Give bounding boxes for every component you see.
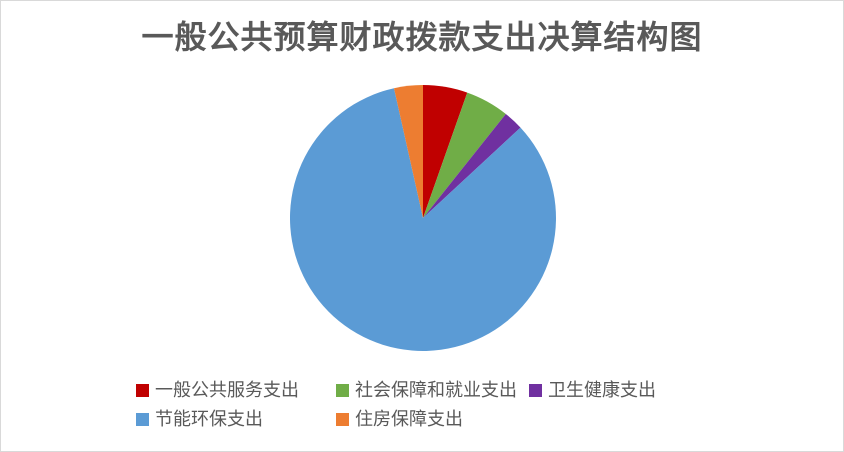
pie-chart [290,85,556,351]
legend-label: 一般公共服务支出 [155,380,299,400]
legend-swatch-icon [136,412,149,426]
legend-item: 社会保障和就业支出 [336,380,529,400]
chart-title: 一般公共预算财政拨款支出决算结构图 [141,19,703,55]
legend-label: 社会保障和就业支出 [355,380,517,400]
legend-item: 卫生健康支出 [529,380,656,400]
pie-slice-0 [423,85,468,218]
chart-legend: 一般公共服务支出 社会保障和就业支出 卫生健康支出 节能环保支出 住房保障支出 [136,380,656,429]
legend-label: 住房保障支出 [355,409,463,429]
legend-item: 一般公共服务支出 [136,380,336,400]
legend-swatch-icon [529,383,542,397]
pie-slice-3 [290,88,556,351]
legend-swatch-icon [336,412,349,426]
legend-item: 节能环保支出 [136,409,336,429]
legend-item: 住房保障支出 [336,409,529,429]
legend-label: 卫生健康支出 [548,380,656,400]
pie-slice-4 [393,85,423,218]
pie-slice-1 [423,92,506,218]
legend-label: 节能环保支出 [155,409,263,429]
legend-swatch-icon [336,383,349,397]
pie-slice-2 [423,113,521,218]
legend-swatch-icon [136,383,149,397]
